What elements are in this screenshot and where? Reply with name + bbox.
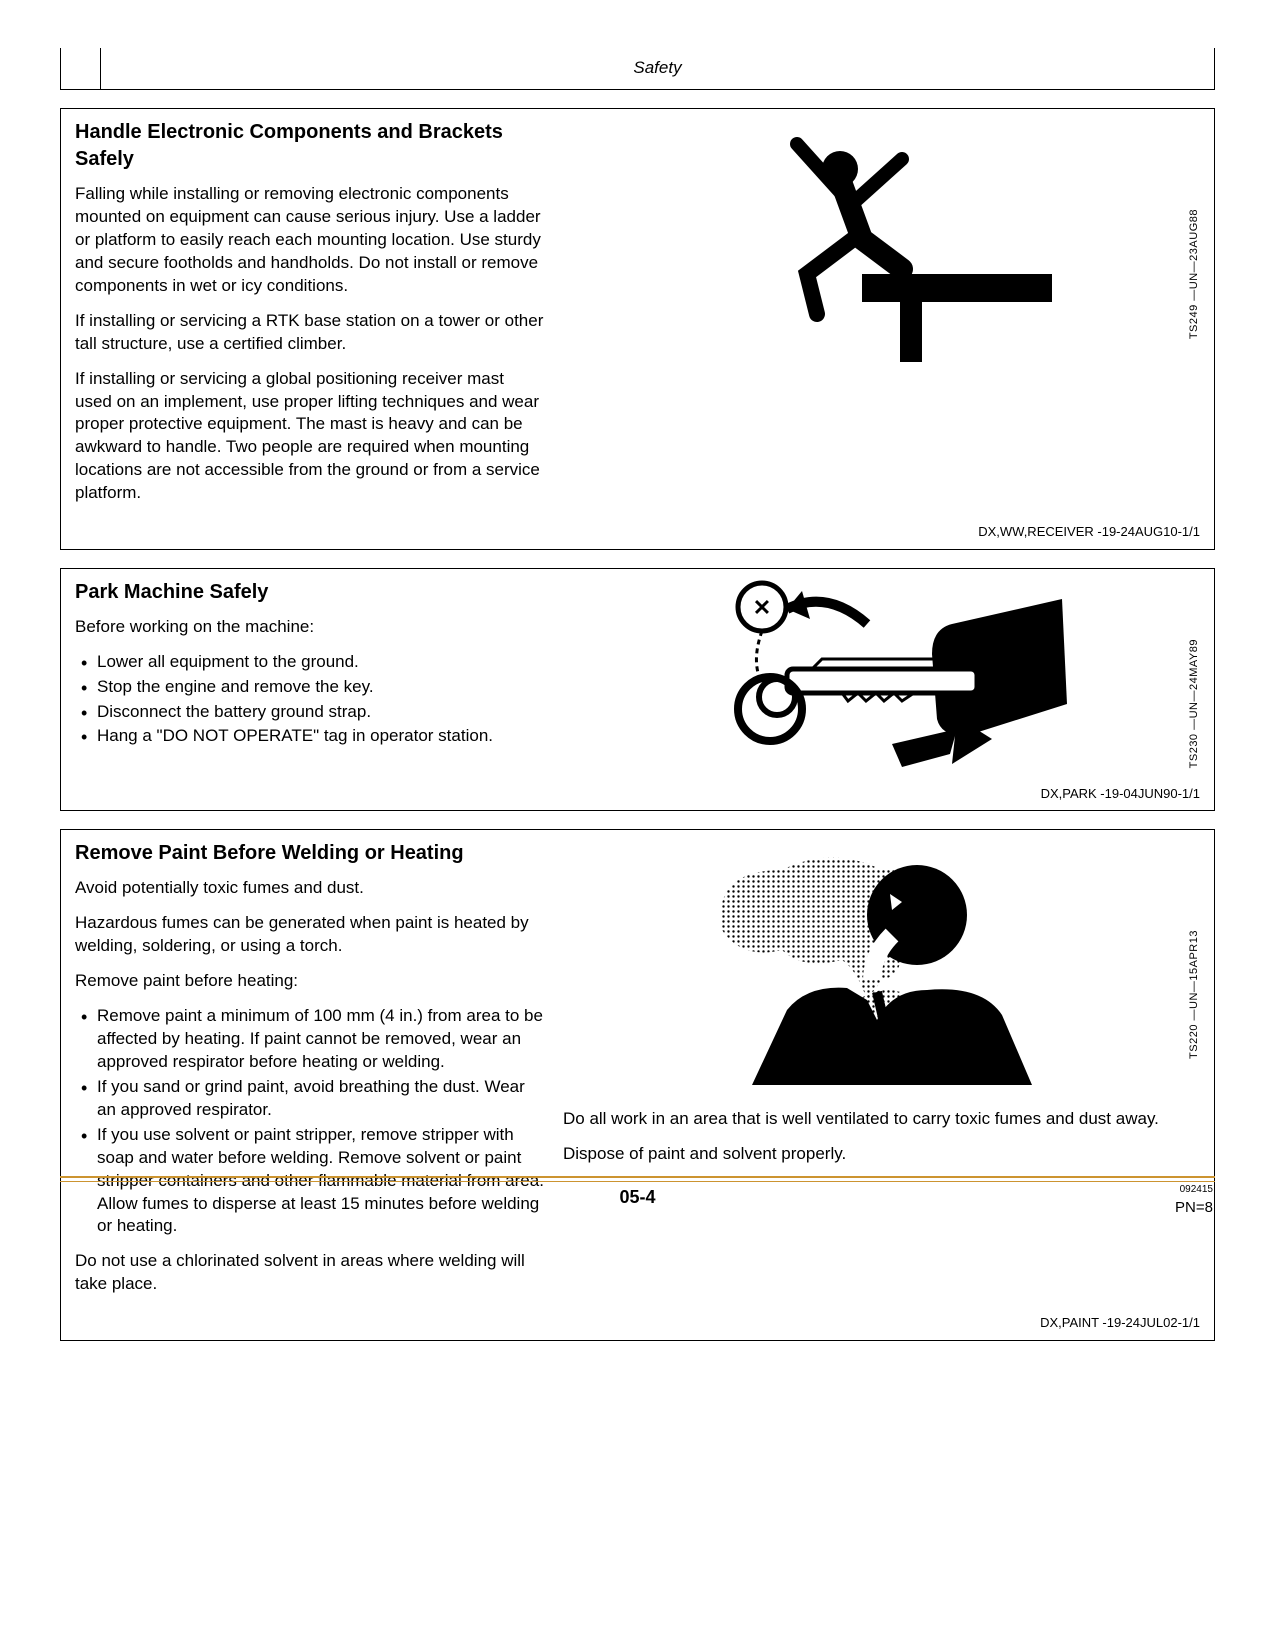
footer-right-block: 092415 PN=8 [1175,1183,1213,1218]
bullet-list: Lower all equipment to the ground. Stop … [75,651,545,749]
list-item: Disconnect the battery ground strap. [81,701,545,724]
page-header: Safety [60,48,1215,90]
image-code-label: TS230 —UN—24MAY89 [1187,639,1202,768]
list-item: Hang a "DO NOT OPERATE" tag in operator … [81,725,545,748]
section-heading: Handle Electronic Components and Bracket… [75,119,545,173]
intro-text: Before working on the machine: [75,616,545,639]
svg-text:✕: ✕ [752,595,770,620]
paragraph: Falling while installing or removing ele… [75,183,545,298]
section-park-machine: Park Machine Safely Before working on th… [60,568,1215,812]
reference-code: DX,PARK -19-04JUN90-1/1 [75,779,1200,805]
section-heading: Remove Paint Before Welding or Heating [75,840,545,867]
paragraph: Avoid potentially toxic fumes and dust. [75,877,545,900]
image-code-label: TS220 —UN—15APR13 [1187,930,1202,1059]
list-item: Remove paint a minimum of 100 mm (4 in.)… [81,1005,545,1074]
list-item: Stop the engine and remove the key. [81,676,545,699]
header-divider [100,48,101,90]
image-code-label: TS249 —UN—23AUG88 [1187,209,1202,339]
reference-code: DX,PAINT -19-24JUL02-1/1 [75,1308,1200,1334]
paragraph: Hazardous fumes can be generated when pa… [75,912,545,958]
paragraph: Do not use a chlorinated solvent in area… [75,1250,545,1296]
footer-rule-top [60,1176,1215,1178]
section-electronic-components: Handle Electronic Components and Bracket… [60,108,1215,550]
paragraph: If installing or servicing a global posi… [75,368,545,506]
list-item: If you sand or grind paint, avoid breath… [81,1076,545,1122]
footer-rule-bottom [60,1181,1215,1182]
list-item: Lower all equipment to the ground. [81,651,545,674]
paragraph: Remove paint before heating: [75,970,545,993]
paragraph: Do all work in an area that is well vent… [563,1108,1200,1131]
header-title: Safety [633,57,681,80]
page-number: 05-4 [0,1185,1275,1209]
section-remove-paint: Remove Paint Before Welding or Heating A… [60,829,1215,1341]
remove-key-icon: ✕ [563,579,1200,779]
paragraph: If installing or servicing a RTK base st… [75,310,545,356]
section-heading: Park Machine Safely [75,579,545,606]
toxic-fumes-icon: TS220 —UN—15APR13 [563,840,1200,1090]
footer-pn: PN=8 [1175,1197,1213,1218]
paragraph: Dispose of paint and solvent properly. [563,1143,1200,1166]
falling-person-icon [563,119,1200,379]
footer-small-code: 092415 [1175,1183,1213,1197]
reference-code: DX,WW,RECEIVER -19-24AUG10-1/1 [75,517,1200,543]
